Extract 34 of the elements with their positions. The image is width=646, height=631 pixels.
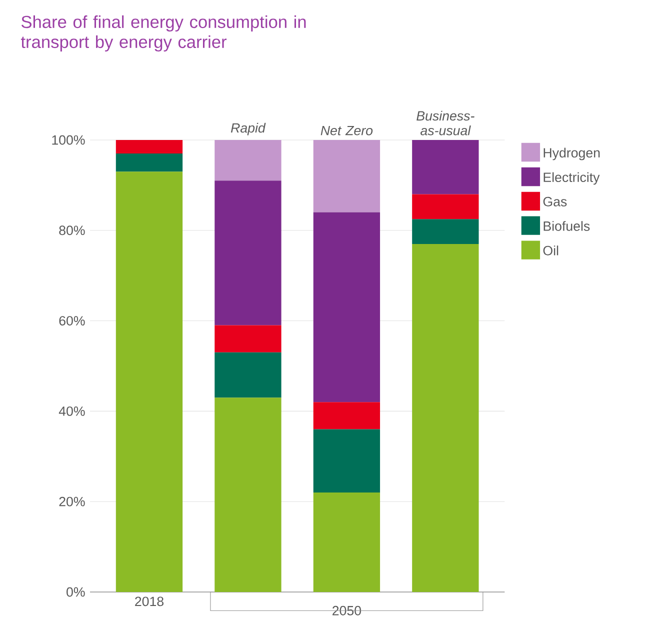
bar	[412, 140, 479, 194]
bar	[313, 429, 380, 493]
bar	[412, 194, 479, 220]
legend-label: Oil	[543, 246, 558, 256]
legend-label: Biofuels	[544, 221, 590, 231]
chart-title: Share of final energy consumption in transport by energy carrier	[20, 15, 306, 52]
bar	[412, 244, 479, 592]
bar	[116, 154, 183, 172]
legend-label: Hydrogen	[544, 148, 600, 160]
y-tick-label: 20%	[59, 496, 85, 506]
bar	[116, 140, 183, 154]
bar	[412, 219, 479, 244]
bar	[313, 492, 380, 592]
x-tick-label: 2018	[135, 596, 164, 606]
y-tick-label: 40%	[58, 406, 85, 416]
y-tick-label: 100%	[52, 135, 85, 145]
x-tick-label: Business-as-usual	[416, 110, 474, 136]
bar	[313, 140, 380, 212]
x-tick-label: Net Zero	[320, 126, 373, 136]
bar	[214, 140, 282, 181]
bar	[313, 212, 380, 402]
bar	[214, 398, 282, 592]
y-tick-label: 0%	[66, 587, 85, 597]
bar	[214, 352, 282, 398]
text: 2050	[332, 606, 362, 616]
y-tick-label: 80%	[59, 226, 85, 236]
bar	[313, 402, 380, 430]
x-tick-label: Rapid	[230, 122, 266, 136]
bar	[214, 325, 282, 352]
y-tick-label: 60%	[59, 316, 85, 326]
bar	[116, 172, 183, 592]
bar	[214, 180, 282, 326]
legend-label: Electricity	[544, 172, 600, 185]
legend-label: Gas	[543, 196, 567, 206]
